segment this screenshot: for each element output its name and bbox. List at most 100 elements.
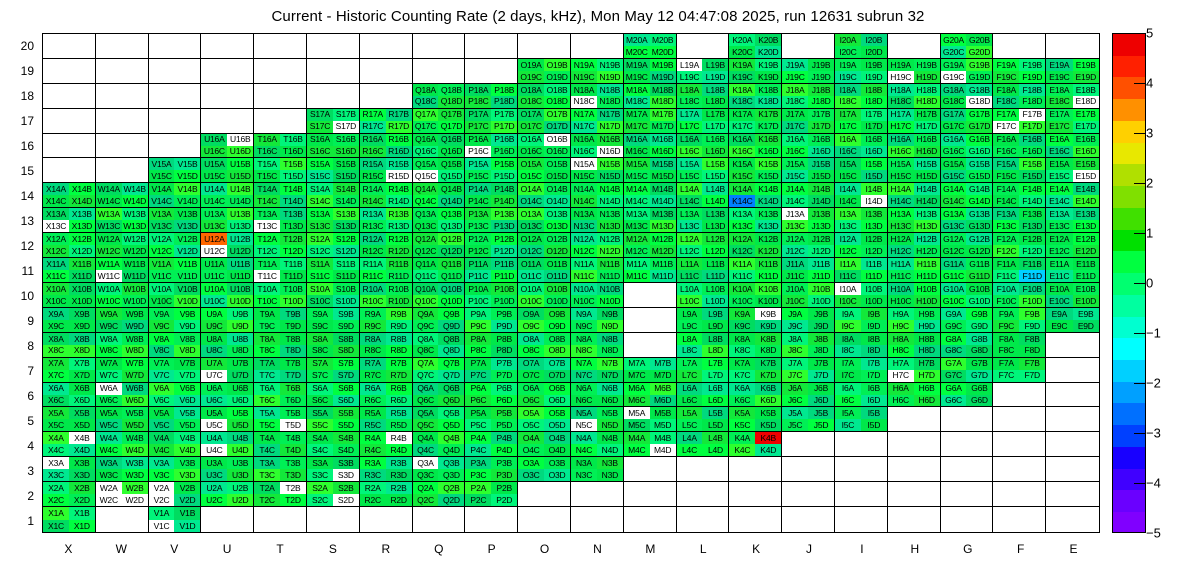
detector-pad-U11D[interactable]: U11D: [227, 270, 254, 282]
detector-pad-X2D[interactable]: X2D: [68, 494, 95, 507]
detector-pad-E15B[interactable]: E15B: [1072, 158, 1099, 171]
detector-cell-M6[interactable]: M6A M6B M6C M6D: [623, 382, 677, 408]
detector-pad-P17C[interactable]: P17C: [465, 120, 492, 133]
detector-cell-F19[interactable]: F19A F19B F19C F19D: [993, 58, 1047, 84]
detector-pad-R9C[interactable]: R9C: [359, 319, 386, 332]
detector-cell-M11[interactable]: M11A M11B M11C M11D: [623, 258, 677, 283]
detector-pad-X11C[interactable]: X11C: [43, 270, 69, 282]
detector-pad-S15B[interactable]: S15B: [332, 158, 359, 171]
detector-pad-Q9D[interactable]: Q9D: [438, 319, 465, 332]
detector-pad-O14D[interactable]: O14D: [544, 195, 570, 208]
detector-pad-W10C[interactable]: W10C: [95, 294, 122, 307]
detector-pad-U5B[interactable]: U5B: [227, 407, 254, 420]
detector-pad-F13A[interactable]: F13A: [993, 208, 1020, 221]
detector-pad-S2C[interactable]: S2C: [306, 494, 333, 507]
detector-pad-G13D[interactable]: G13D: [966, 220, 993, 233]
detector-pad-G17D[interactable]: G17D: [966, 120, 993, 133]
detector-pad-N15D[interactable]: N15D: [596, 170, 623, 183]
detector-cell-W14[interactable]: W14A W14B W14C W14D: [95, 183, 149, 209]
detector-pad-J6C[interactable]: J6C: [782, 394, 809, 407]
detector-pad-P4A[interactable]: P4A: [465, 432, 492, 445]
detector-pad-S6B[interactable]: S6B: [332, 382, 359, 395]
detector-pad-Q10B[interactable]: Q10B: [438, 282, 465, 295]
detector-cell-S7[interactable]: S7A S7B S7C S7D: [306, 357, 360, 383]
detector-pad-L16D[interactable]: L16D: [702, 145, 729, 158]
detector-cell-S19[interactable]: [306, 58, 360, 84]
detector-cell-I14[interactable]: I14A I14B I14C I14D: [834, 183, 888, 209]
detector-cell-W15[interactable]: [95, 158, 149, 184]
detector-pad-I13D[interactable]: I13D: [860, 220, 887, 233]
detector-pad-V11D[interactable]: V11D: [174, 270, 201, 282]
detector-pad-P9D[interactable]: P9D: [491, 319, 518, 332]
detector-cell-E16[interactable]: E16A E16B E16C E16D: [1046, 133, 1099, 159]
detector-cell-H16[interactable]: H16A H16B H16C H16D: [887, 133, 941, 159]
detector-pad-T8B[interactable]: T8B: [280, 332, 306, 345]
detector-pad-M12C[interactable]: M12C: [623, 245, 650, 258]
detector-pad-P8B[interactable]: P8B: [491, 332, 518, 345]
detector-cell-M12[interactable]: M12A M12B M12C M12D: [623, 233, 677, 259]
detector-pad-H11D[interactable]: H11D: [913, 270, 940, 282]
detector-pad-G9D[interactable]: G9D: [966, 319, 993, 332]
detector-pad-N12A[interactable]: N12A: [570, 233, 597, 246]
detector-cell-Q6[interactable]: Q6A Q6B Q6C Q6D: [412, 382, 466, 408]
detector-pad-O18B[interactable]: O18B: [544, 83, 570, 96]
detector-pad-O4A[interactable]: O4A: [518, 432, 545, 445]
detector-cell-P3[interactable]: P3A P3B P3C P3D: [465, 457, 519, 483]
detector-pad-O14A[interactable]: O14A: [518, 183, 545, 196]
detector-pad-V7B[interactable]: V7B: [174, 357, 201, 370]
detector-pad-O6D[interactable]: O6D: [544, 394, 570, 407]
detector-pad-N17C[interactable]: N17C: [570, 120, 597, 133]
detector-pad-E14B[interactable]: E14B: [1072, 183, 1099, 196]
detector-cell-I4[interactable]: [834, 432, 888, 458]
detector-pad-S13D[interactable]: S13D: [332, 220, 359, 233]
detector-pad-L18A[interactable]: L18A: [676, 83, 703, 96]
detector-pad-W7B[interactable]: W7B: [121, 357, 148, 370]
detector-pad-G14C[interactable]: G14C: [940, 195, 967, 208]
detector-pad-S10A[interactable]: S10A: [306, 282, 333, 295]
detector-pad-S2D[interactable]: S2D: [332, 494, 359, 507]
detector-pad-T5D[interactable]: T5D: [280, 419, 306, 432]
detector-pad-T9D[interactable]: T9D: [280, 319, 306, 332]
detector-pad-R13B[interactable]: R13B: [385, 208, 412, 221]
detector-cell-P6[interactable]: P6A P6B P6C P6D: [465, 382, 519, 408]
detector-pad-Q3A[interactable]: Q3A: [412, 457, 439, 470]
detector-pad-H14B[interactable]: H14B: [913, 183, 940, 196]
detector-pad-T12A[interactable]: T12A: [254, 233, 281, 246]
detector-pad-N6C[interactable]: N6C: [570, 394, 597, 407]
detector-pad-P4C[interactable]: P4C: [465, 444, 492, 457]
detector-pad-P4D[interactable]: P4D: [491, 444, 518, 457]
detector-cell-P14[interactable]: P14A P14B P14C P14D: [465, 183, 519, 209]
detector-pad-K15D[interactable]: K15D: [755, 170, 782, 183]
detector-cell-R11[interactable]: R11A R11B R11C R11D: [359, 258, 413, 283]
detector-pad-S10B[interactable]: S10B: [332, 282, 359, 295]
detector-pad-R8C[interactable]: R8C: [359, 344, 386, 357]
detector-cell-H8[interactable]: H8A H8B H8C H8D: [887, 332, 941, 358]
detector-cell-G7[interactable]: G7A G7B G7C G7D: [940, 357, 994, 383]
detector-pad-H12A[interactable]: H12A: [887, 233, 914, 246]
detector-pad-S16D[interactable]: S16D: [332, 145, 359, 158]
detector-pad-U12B[interactable]: U12B: [227, 233, 254, 246]
detector-pad-O16A[interactable]: O16A: [518, 133, 545, 146]
detector-pad-I19C[interactable]: I19C: [834, 70, 861, 83]
detector-pad-P2A[interactable]: P2A: [465, 482, 492, 495]
detector-pad-R12B[interactable]: R12B: [385, 233, 412, 246]
detector-pad-M18A[interactable]: M18A: [623, 83, 650, 96]
detector-cell-F16[interactable]: F16A F16B F16C F16D: [993, 133, 1047, 159]
detector-pad-E10A[interactable]: E10A: [1046, 282, 1073, 295]
detector-pad-O13C[interactable]: O13C: [518, 220, 545, 233]
detector-pad-J16B[interactable]: J16B: [808, 133, 834, 146]
detector-pad-S8B[interactable]: S8B: [332, 332, 359, 345]
detector-pad-L13D[interactable]: L13D: [702, 220, 729, 233]
detector-pad-H10D[interactable]: H10D: [913, 294, 940, 307]
detector-pad-P6C[interactable]: P6C: [465, 394, 492, 407]
detector-pad-X4C[interactable]: X4C: [43, 444, 69, 457]
detector-cell-H10[interactable]: H10A H10B H10C H10D: [887, 282, 941, 308]
detector-pad-N10B[interactable]: N10B: [596, 282, 623, 295]
detector-cell-O12[interactable]: O12A O12B O12C O12D: [518, 233, 571, 259]
detector-pad-R11B[interactable]: R11B: [385, 258, 412, 271]
detector-pad-K18D[interactable]: K18D: [755, 95, 782, 108]
detector-pad-U4C[interactable]: U4C: [201, 444, 228, 457]
detector-pad-W6B[interactable]: W6B: [121, 382, 148, 395]
detector-pad-L14A[interactable]: L14A: [676, 183, 703, 196]
detector-pad-K8D[interactable]: K8D: [755, 344, 782, 357]
